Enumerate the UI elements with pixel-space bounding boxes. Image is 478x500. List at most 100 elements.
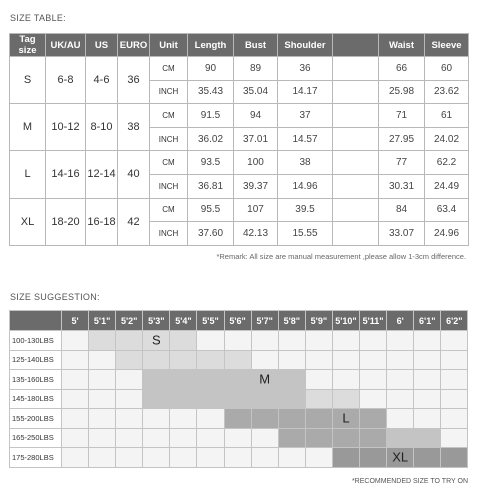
suggestion-cell — [196, 408, 225, 429]
suggestion-cell — [223, 427, 252, 448]
measure-cell: 95.5 — [187, 197, 234, 223]
weight-row: 145-180LBS — [9, 388, 469, 409]
measure-cell: 90 — [187, 56, 234, 81]
suggestion-cell — [413, 388, 442, 409]
suggestion-cell — [115, 369, 144, 390]
suggestion-cell — [386, 330, 415, 351]
suggestion-cell — [359, 408, 388, 429]
size-label: L — [342, 410, 350, 426]
size-row-cm: M 10-12 8-10 38 CM 91.5 94 37 71 61 — [9, 103, 469, 152]
header-cell — [332, 33, 379, 57]
measure-cell — [332, 173, 379, 199]
measure-cell: 77 — [378, 150, 425, 175]
measure-cell — [332, 56, 379, 81]
suggestion-cell — [196, 349, 225, 370]
size-row-inch: INCH 35.43 35.04 14.17 25.98 23.62 — [10, 79, 469, 105]
size-suggestion-title: SIZE SUGGESTION: — [10, 292, 100, 302]
suggestion-cell — [196, 427, 225, 448]
suggestion-cell — [60, 427, 90, 448]
suggestion-cell — [413, 349, 442, 370]
suggestion-cell — [440, 447, 469, 468]
measure-cell: 27.95 — [378, 126, 425, 152]
uk-au-cell: 14-16 — [45, 150, 86, 199]
height-header: 6'1" — [413, 310, 442, 331]
suggestion-cell — [304, 427, 333, 448]
size-label: XL — [392, 449, 409, 465]
height-header: 5'10" — [331, 310, 361, 331]
weight-label: 135-160LBS — [9, 369, 62, 390]
unit-cell: CM — [149, 197, 188, 223]
suggestion-cell — [304, 447, 333, 468]
suggestion-cell — [196, 388, 225, 409]
suggestion-cell — [142, 369, 171, 390]
suggestion-cell — [142, 349, 171, 370]
suggestion-cell — [88, 427, 117, 448]
us-cell: 12-14 — [85, 150, 118, 199]
unit-cell: INCH — [149, 126, 188, 152]
header-cell: Waist — [378, 33, 425, 57]
size-label: S — [151, 332, 161, 348]
suggestion-cell — [386, 427, 415, 448]
suggestion-cell — [440, 427, 469, 448]
suggestion-cell — [277, 388, 306, 409]
measure-cell: 100 — [233, 150, 278, 175]
suggestion-cell — [223, 388, 252, 409]
suggestion-cell — [169, 330, 198, 351]
weight-row: 135-160LBS M — [9, 369, 469, 390]
suggestion-cell — [440, 349, 469, 370]
tag-size-cell: M — [9, 103, 46, 152]
measure-cell: 35.04 — [233, 79, 278, 105]
measure-cell: 14.57 — [277, 126, 333, 152]
suggestion-cell — [169, 388, 198, 409]
suggestion-cell — [60, 330, 90, 351]
measure-cell: 39.37 — [233, 173, 278, 199]
size-row-inch: INCH 36.81 39.37 14.96 30.31 24.49 — [10, 173, 469, 199]
measure-cell: 24.02 — [424, 126, 469, 152]
suggestion-cell — [413, 447, 442, 468]
suggestion-cell — [142, 427, 171, 448]
suggestion-cell — [250, 427, 279, 448]
measure-cell: 38 — [277, 150, 333, 175]
suggestion-cell — [142, 408, 171, 429]
measure-cell — [332, 150, 379, 175]
suggestion-cell — [115, 447, 144, 468]
height-header: 5'4" — [169, 310, 198, 331]
euro-cell: 36 — [117, 55, 150, 105]
header-cell: Shoulder — [277, 33, 333, 57]
suggestion-cell — [142, 447, 171, 468]
height-header: 5'9" — [304, 310, 333, 331]
measure-cell: 24.96 — [424, 221, 469, 246]
suggestion-cell — [115, 388, 144, 409]
suggestion-cell — [359, 388, 388, 409]
measure-cell: 14.96 — [277, 173, 333, 199]
size-table: Tag size UK/AU US EURO Unit Length Bust Shoulde… — [9, 33, 469, 246]
measure-cell: 94 — [233, 103, 278, 128]
size-table-header-row: Tag size UK/AU US EURO Unit Length Bust Shoulde… — [9, 33, 469, 57]
weight-label: 145-180LBS — [9, 388, 62, 409]
measure-cell: 60 — [424, 56, 469, 81]
measure-cell: 37.01 — [233, 126, 278, 152]
euro-cell: 40 — [117, 150, 150, 199]
unit-cell: CM — [149, 56, 188, 81]
height-header: 5'5" — [196, 310, 225, 331]
suggestion-cell — [440, 408, 469, 429]
suggestion-cell — [277, 369, 306, 390]
weight-row: 100-130LBS S — [9, 330, 469, 351]
suggestion-cell — [331, 388, 361, 409]
size-suggestion-table: 5' 5'1" 5'2" 5'3" 5'4" 5'5" 5'6" 5'7" 5'8" 5'9" 5'… — [9, 310, 469, 468]
remark-text: *Remark: All size are manual measurement… — [216, 252, 466, 261]
height-header: 5' — [60, 310, 90, 331]
suggestion-cell — [169, 447, 198, 468]
suggestion-cell — [304, 388, 333, 409]
suggestion-cell — [359, 447, 388, 468]
uk-au-cell: 18-20 — [45, 197, 86, 246]
suggestion-cell — [386, 369, 415, 390]
suggestion-cell — [331, 427, 361, 448]
height-header: 5'2" — [115, 310, 144, 331]
suggestion-cell: M — [250, 369, 279, 390]
measure-cell: 37 — [277, 103, 333, 128]
euro-cell: 42 — [117, 197, 150, 246]
header-cell: Sleeve — [424, 33, 469, 57]
measure-cell: 37.60 — [187, 221, 234, 246]
weight-row: 155-200LBS L — [9, 408, 469, 429]
